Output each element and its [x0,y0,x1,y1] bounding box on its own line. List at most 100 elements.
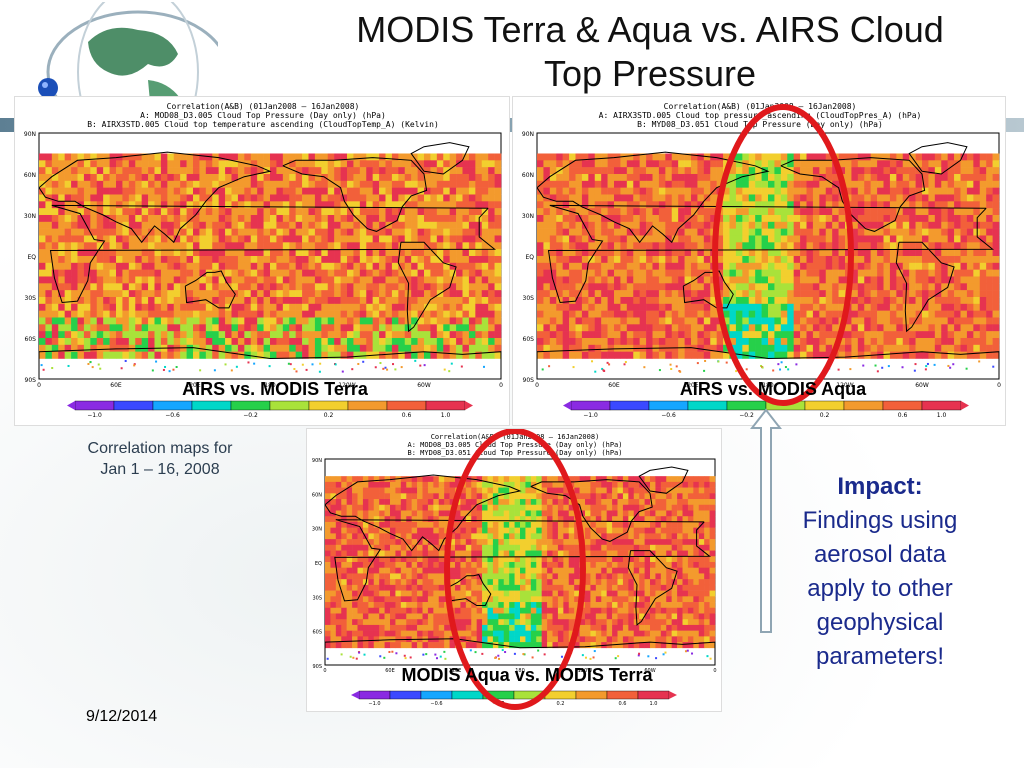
lon-tick-label: 120W [338,382,355,389]
colorbar-tick-label: 1.0 [650,701,658,707]
correlation-field [537,153,1000,373]
lat-tick-label: 90S [312,664,322,670]
map-header-line-2: A: MOD08_D3.005 Cloud Top Pressure (Day … [408,441,623,449]
map-panel-airs-vs-aqua: Correlation(A&B) (01Jan2008 – 16Jan2008)… [512,96,1006,426]
lat-tick-label: EQ [27,254,36,261]
colorbar [67,400,473,411]
lat-tick-label: 60S [312,630,322,636]
map-header-line-3: B: MYD08_D3.051 Cloud Top Pressure (Day … [637,120,883,129]
colorbar-tick-label: 0.2 [324,412,334,419]
continent-outlines [536,142,1000,380]
lat-tick-label: 30S [25,295,37,302]
map-header-line-3: B: AIRX3STD.005 Cloud top temperature as… [87,120,439,129]
colorbar-tick-label: −1.0 [368,701,380,707]
map-header-line-2: A: MOD08_D3.005 Cloud Top Pressure (Day … [140,111,386,120]
panel-label-2: AIRS vs. MODIS Aqua [679,379,867,399]
lon-tick-label: 60E [110,382,122,389]
impact-heading: Impact: [837,473,923,500]
map-header-line-1: Correlation(A&B) (01Jan2008 – 16Jan2008) [431,433,600,441]
colorbar-tick-label: −0.2 [739,412,754,419]
slide-date: 9/12/2014 [86,708,158,725]
colorbar-tick-label: −1.0 [583,412,598,419]
lon-tick-label: 60W [915,382,929,389]
lat-tick-label: 30N [312,527,322,533]
lon-tick-label: 0 [997,382,1001,389]
lon-tick-label: 180 [515,668,525,674]
correlation-map-2: Correlation(A&B) (01Jan2008 – 16Jan2008)… [522,102,1001,419]
impact-line-3: apply to other [807,575,953,602]
colorbar-tick-label: −0.6 [661,412,676,419]
up-arrow-icon [750,408,782,633]
lat-tick-label: EQ [315,561,322,567]
impact-text: Impact: Findings using aerosol data appl… [770,470,990,674]
correlation-map-3: Correlation(A&B) (01Jan2008 – 16Jan2008)… [312,429,717,710]
correlation-field [325,476,716,660]
colorbar-tick-label: −0.2 [243,412,258,419]
lat-tick-label: 60S [25,336,37,343]
caption-line1: Correlation maps for [87,440,233,457]
lat-tick-label: 60N [522,172,534,179]
lon-tick-label: 120E [185,382,200,389]
lat-tick-label: 30S [523,295,535,302]
colorbar-tick-label: 0.6 [898,412,908,419]
lat-tick-label: 30S [312,595,322,601]
colorbar-tick-label: −1.0 [87,412,102,419]
lon-tick-label: 60W [417,382,431,389]
lat-tick-label: 60S [523,336,535,343]
colorbar-tick-label: 0.2 [557,701,565,707]
impact-line-4: geophysical [816,609,944,636]
panel-label-1: AIRS vs. MODIS Terra [182,379,368,399]
highlight-oval [444,429,586,710]
impact-line-1: Findings using [802,507,958,534]
highlight-oval [712,104,854,406]
lat-tick-label: 90S [25,377,37,384]
lon-tick-label: 60E [608,382,620,389]
lon-tick-label: 120E [683,382,698,389]
lat-tick-label: 30N [24,213,36,220]
lat-tick-label: 90N [24,131,36,138]
lon-tick-label: 0 [499,382,503,389]
lon-tick-label: 0 [713,668,716,674]
lon-tick-label: 180 [264,382,276,389]
colorbar-tick-label: 1.0 [937,412,947,419]
lat-tick-label: 60N [312,492,322,498]
map-header-line-1: Correlation(A&B) (01Jan2008 – 16Jan2008) [167,102,360,111]
lat-tick-label: 90S [523,377,535,384]
impact-line-2: aerosol data [813,541,947,568]
impact-line-5: parameters! [815,643,945,670]
slide-title-line2: Top Pressure [543,53,757,94]
colorbar-tick-label: −0.6 [165,412,180,419]
colorbar-tick-label: −0.6 [430,701,442,707]
caption: Correlation maps for Jan 1 – 16, 2008 [60,438,260,480]
continent-outlines [38,142,502,380]
slide-title: MODIS Terra & Aqua vs. AIRS Cloud Top Pr… [300,8,1000,96]
lon-tick-label: 180 [762,382,774,389]
map-header-line-1: Correlation(A&B) (01Jan2008 – 16Jan2008) [664,102,857,111]
lat-tick-label: EQ [525,254,534,261]
lon-tick-label: 0 [535,382,539,389]
lon-tick-label: 120E [449,668,462,674]
panel-label-3: MODIS Aqua vs. MODIS Terra [401,665,653,685]
lat-tick-label: 90N [522,131,534,138]
lon-tick-label: 120W [836,382,853,389]
lon-tick-label: 60E [385,668,395,674]
lon-tick-label: 0 [37,382,41,389]
lon-tick-label: 0 [323,668,326,674]
map-header-line-3: B: MYD08_D3.051 Cloud Top Pressure (Day … [408,449,623,457]
map-panel-airs-vs-terra: Correlation(A&B) (01Jan2008 – 16Jan2008)… [14,96,510,426]
lat-tick-label: 60N [24,172,36,179]
colorbar-tick-label: 1.0 [441,412,451,419]
caption-line2: Jan 1 – 16, 2008 [100,461,220,478]
correlation-field [39,153,502,373]
correlation-map-1: Correlation(A&B) (01Jan2008 – 16Jan2008)… [24,102,503,419]
colorbar-tick-label: 0.2 [820,412,830,419]
lat-tick-label: 30N [522,213,534,220]
colorbar [351,690,677,700]
lon-tick-label: 120W [578,668,593,674]
colorbar-tick-label: 0.6 [619,701,627,707]
map-panel-aqua-vs-terra: Correlation(A&B) (01Jan2008 – 16Jan2008)… [306,428,722,712]
colorbar-tick-label: 0.6 [402,412,412,419]
slide-title-line1: MODIS Terra & Aqua vs. AIRS Cloud [356,9,944,50]
lon-tick-label: 60W [644,668,655,674]
lat-tick-label: 90N [312,458,322,464]
